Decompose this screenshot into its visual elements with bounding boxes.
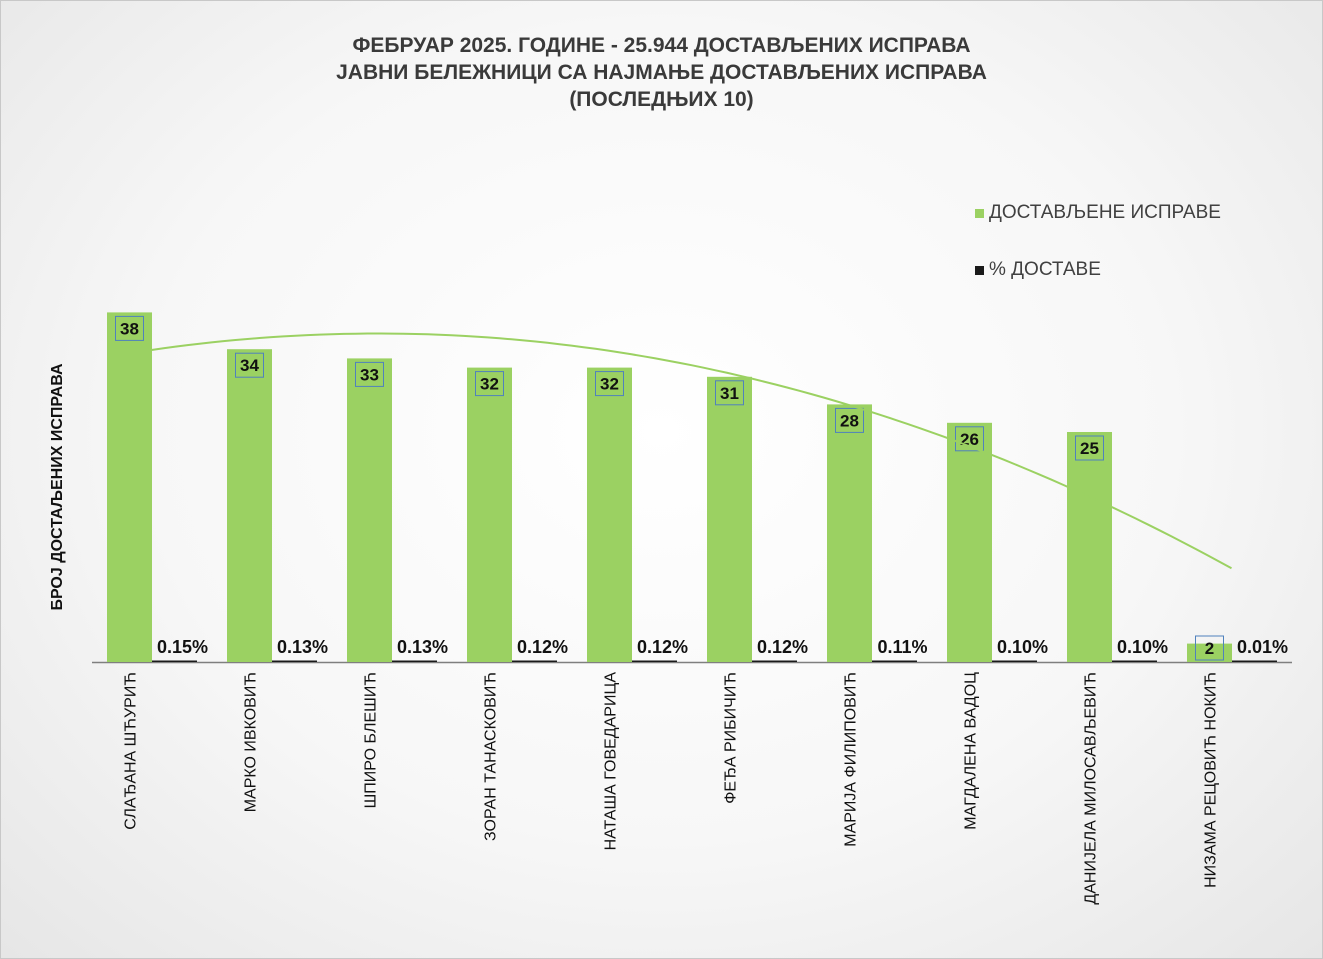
bar-percent-5: [632, 660, 677, 662]
data-label-percent-8: 0.10%: [997, 637, 1048, 657]
legend-label-delivered: ДОСТАВЉЕНЕ ИСПРАВЕ: [989, 202, 1221, 223]
bar-percent-7: [872, 660, 917, 662]
bar-delivered-2: [227, 349, 272, 662]
category-label-10: НИЗАМА РЕЦОВИЋ НОКИЋ: [1203, 672, 1220, 888]
bar-delivered-3: [347, 358, 392, 662]
data-label-percent-4: 0.12%: [517, 637, 568, 657]
data-label-box-2: [235, 352, 264, 378]
category-label-3: ШПИРО БЛЕШИЋ: [363, 672, 380, 808]
category-label-6: ФЕЂА РИБИЧИЋ: [723, 672, 740, 804]
data-label-percent-1: 0.15%: [157, 637, 208, 657]
data-label-box-3: [355, 361, 384, 387]
bar-percent-8: [992, 660, 1037, 662]
data-label-delivered-6: 31: [720, 384, 739, 403]
data-label-box-6: [715, 380, 744, 406]
bar-percent-9: [1112, 660, 1157, 662]
bar-delivered-5: [587, 367, 632, 662]
data-label-box-4: [475, 371, 504, 397]
legend-entry-delivered: ДОСТАВЉЕНЕ ИСПРАВЕ: [975, 202, 1221, 224]
chart-title-line-3: (ПОСЛЕДЊИХ 10): [569, 88, 754, 111]
data-label-delivered-10: 2: [1205, 639, 1214, 658]
legend-swatch-percent: [975, 265, 984, 275]
data-label-box-7: [835, 407, 864, 433]
data-label-percent-9: 0.10%: [1117, 637, 1168, 657]
bar-delivered-4: [467, 367, 512, 662]
data-label-box-10: [1195, 635, 1224, 661]
bar-percent-2: [272, 660, 317, 662]
data-label-delivered-9: 25: [1080, 439, 1099, 458]
bar-delivered-1: [107, 312, 152, 662]
legend-label-percent: % ДОСТАВЕ: [989, 259, 1101, 280]
category-label-9: ДАНИЈЕЛА МИЛОСАВЉЕВИЋ: [1083, 672, 1100, 905]
bar-percent-3: [392, 660, 437, 662]
bar-percent-4: [512, 660, 557, 662]
category-label-4: ЗОРАН ТАНАСКОВИЋ: [483, 672, 500, 841]
data-label-percent-7: 0.11%: [877, 637, 927, 657]
category-label-7: МАРИЈА ФИЛИПОВИЋ: [843, 672, 860, 847]
bar-percent-10: [1232, 660, 1277, 662]
data-label-delivered-2: 34: [240, 356, 259, 375]
data-label-percent-10: 0.01%: [1237, 637, 1288, 657]
data-label-percent-3: 0.13%: [397, 637, 448, 657]
chart-title-line-1: ФЕБРУАР 2025. ГОДИНЕ - 25.944 ДОСТАВЉЕНИ…: [352, 34, 971, 57]
bar-delivered-6: [707, 376, 752, 662]
bar-delivered-8: [947, 422, 992, 662]
bar-percent-6: [752, 660, 797, 662]
data-label-delivered-4: 32: [480, 375, 499, 394]
chart-title-line-2: ЈАВНИ БЕЛЕЖНИЦИ СА НАЈМАЊЕ ДОСТАВЉЕНИХ И…: [336, 61, 987, 84]
data-label-delivered-7: 28: [840, 411, 859, 430]
data-label-box-1: [115, 315, 144, 341]
category-label-2: МАРКО ИВКОВИЋ: [243, 672, 260, 812]
trendline: [151, 332, 1232, 570]
chart-title: ФЕБРУАР 2025. ГОДИНЕ - 25.944 ДОСТАВЉЕНИ…: [0, 32, 1323, 113]
legend-swatch-delivered: [975, 208, 984, 218]
data-label-percent-2: 0.13%: [277, 637, 328, 657]
data-label-delivered-1: 38: [120, 319, 139, 338]
data-label-delivered-3: 33: [360, 365, 379, 384]
bar-delivered-10: [1187, 643, 1232, 662]
data-label-percent-5: 0.12%: [637, 637, 688, 657]
data-label-delivered-5: 32: [600, 375, 619, 394]
bar-delivered-7: [827, 404, 872, 662]
data-label-box-5: [595, 371, 624, 397]
data-label-percent-6: 0.12%: [757, 637, 808, 657]
legend-entry-percent: % ДОСТАВЕ: [975, 259, 1101, 281]
category-label-1: СЛАЂАНА ШЋУРИЋ: [123, 672, 140, 830]
data-label-box-8: [955, 426, 984, 452]
bar-percent-1: [152, 660, 197, 662]
category-label-8: МАГДАЛЕНА ВАДОЦ: [963, 672, 980, 830]
category-label-5: НАТАША ГОВЕДАРИЦА: [603, 672, 620, 851]
bar-delivered-9: [1067, 432, 1112, 662]
data-label-box-9: [1075, 435, 1104, 461]
